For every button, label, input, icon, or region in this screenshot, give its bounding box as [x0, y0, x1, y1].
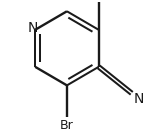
- Text: Br: Br: [60, 119, 74, 132]
- Text: N: N: [133, 92, 144, 106]
- Text: N: N: [27, 21, 38, 36]
